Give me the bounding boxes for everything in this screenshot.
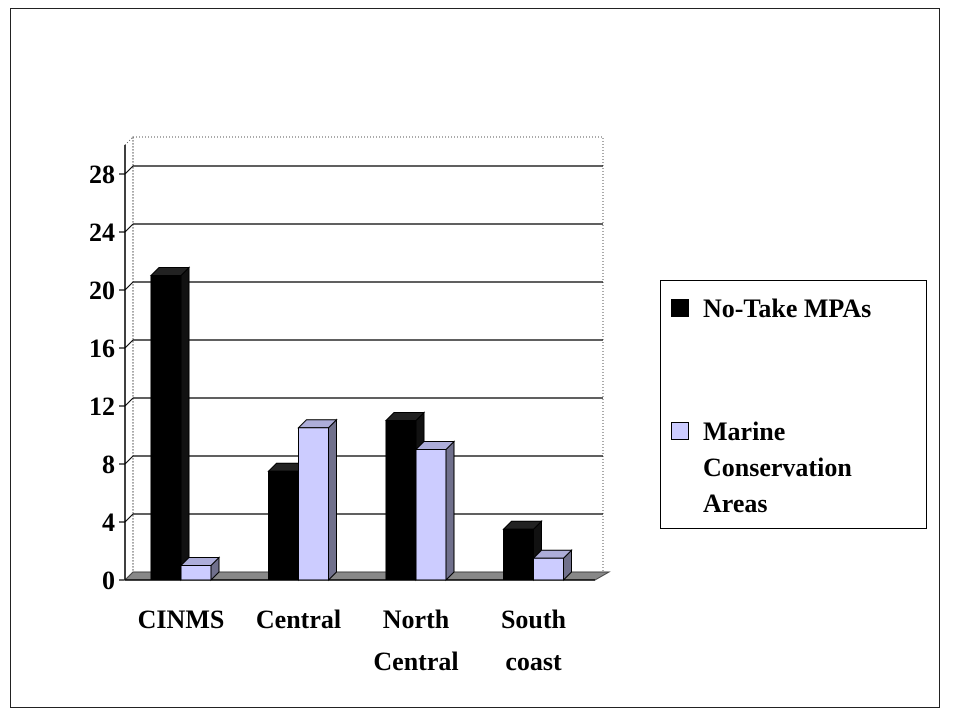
legend-label-conservation: Marine Conservation Areas — [703, 417, 852, 518]
y-tick-label: 24 — [89, 218, 115, 247]
bar — [503, 528, 534, 581]
legend-swatch-conservation — [671, 422, 689, 440]
y-tick-label: 16 — [89, 334, 115, 363]
bar-side — [445, 440, 455, 582]
bar-side — [328, 418, 337, 582]
gridline-side — [124, 513, 134, 523]
bar — [268, 470, 299, 581]
plot-back-wall — [132, 136, 604, 573]
gridline-side — [124, 339, 134, 349]
y-tick-label: 0 — [102, 566, 115, 595]
legend-item-no-take: No-Take MPAs — [671, 291, 903, 327]
y-tick-label: 8 — [102, 450, 115, 479]
bar — [180, 565, 212, 581]
x-tick-label: South — [501, 605, 567, 634]
x-tick-label: Central — [256, 605, 341, 634]
legend: No-Take MPAs Marine Conservation Areas — [660, 280, 927, 529]
y-tick-label: 4 — [102, 508, 115, 537]
bar — [415, 449, 447, 581]
legend-item-conservation: Marine Conservation Areas — [671, 414, 903, 522]
gridline-side — [124, 165, 134, 175]
legend-label-no-take: No-Take MPAs — [703, 294, 872, 323]
gridline-side — [124, 397, 134, 407]
y-tick-label: 20 — [89, 276, 115, 305]
bar — [533, 557, 564, 581]
x-tick-label: North — [383, 605, 450, 634]
y-tick-label: 12 — [89, 392, 115, 421]
bar — [298, 427, 329, 581]
bar-side — [180, 266, 190, 582]
legend-swatch-no-take — [671, 299, 689, 317]
gridline-side — [124, 223, 134, 233]
y-tick-label: 28 — [89, 160, 115, 189]
x-tick-label: CINMS — [138, 605, 225, 634]
x-tick-label: Central — [373, 647, 458, 676]
x-tick-label: coast — [505, 647, 562, 676]
bar — [150, 275, 182, 581]
bar — [385, 420, 417, 581]
plot-side-wall — [124, 135, 134, 582]
gridline-side — [124, 455, 134, 465]
gridline-side — [124, 281, 134, 291]
